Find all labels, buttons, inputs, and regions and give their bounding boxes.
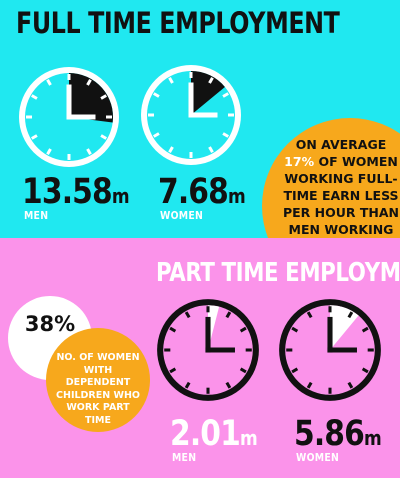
clock-tick	[184, 381, 191, 389]
women-full-time-clock-icon	[141, 65, 241, 165]
pay-gap-text-start: ON AVERAGE	[295, 137, 387, 152]
clock-tick	[361, 367, 369, 374]
clock-tick	[291, 367, 299, 374]
men-full-time-unit: m	[111, 184, 130, 208]
percent-callout-circle	[46, 328, 150, 432]
clock-tick	[169, 367, 177, 374]
clock-tick	[225, 311, 232, 319]
part-time-panel: PART TIME EMPLOYMENT 38% NO. OF WOMEN WI…	[0, 238, 400, 478]
clock-tick	[86, 148, 92, 155]
men-part-time-unit: m	[240, 426, 258, 450]
clock-tick	[361, 326, 369, 333]
clock-tick	[347, 311, 354, 319]
clock-wedge	[191, 71, 225, 115]
clock-tick	[153, 92, 160, 98]
clock-tick	[168, 77, 174, 84]
pay-gap-text-end: OF WOMEN WORKING FULL-TIME EARN LESS PER…	[282, 154, 399, 237]
women-part-time-stat: 5.86m WOMEN	[294, 414, 396, 464]
clock-tick	[100, 94, 107, 100]
men-part-time-stat: 2.01m MEN	[170, 414, 272, 464]
clock-tick	[31, 134, 38, 140]
women-part-time-unit: m	[364, 426, 382, 450]
men-part-time-clock-icon	[157, 299, 259, 401]
clock-tick	[225, 381, 232, 389]
clock-tick	[168, 146, 174, 153]
clock-wedge	[69, 73, 113, 123]
clock-tick	[239, 326, 247, 333]
clock-tick	[347, 381, 354, 389]
men-full-time-value: 13.58	[22, 172, 113, 212]
women-part-time-label: WOMEN	[296, 451, 340, 464]
clock-tick	[100, 134, 107, 140]
clock-tick	[169, 326, 177, 333]
clock-tick	[306, 381, 313, 389]
women-full-time-stat: 7.68m WOMEN	[158, 172, 260, 222]
men-full-time-stat: 13.58m MEN	[22, 172, 148, 222]
clock-tick	[46, 79, 52, 86]
clock-tick	[208, 146, 214, 153]
clock-wedge	[330, 305, 359, 350]
clock-tick	[86, 79, 92, 86]
clock-tick	[239, 367, 247, 374]
women-full-time-unit: m	[228, 184, 246, 208]
men-part-time-value: 2.01	[170, 414, 241, 454]
clock-tick	[184, 311, 191, 319]
clock-tick	[46, 148, 52, 155]
clock-wedge	[208, 305, 220, 350]
women-part-time-clock-icon	[279, 299, 381, 401]
clock-tick	[208, 77, 214, 84]
percent-value: 38%	[24, 312, 76, 336]
men-part-time-label: MEN	[172, 451, 197, 464]
men-full-time-clock-icon	[19, 67, 119, 167]
men-full-time-label: MEN	[24, 209, 49, 222]
clock-tick	[306, 311, 313, 319]
full-time-heading: FULL TIME EMPLOYMENT	[16, 6, 340, 40]
pay-gap-percent: 17%	[284, 154, 315, 169]
women-full-time-value: 7.68	[158, 172, 229, 212]
part-time-heading: PART TIME EMPLOYMENT	[156, 258, 400, 288]
pay-gap-callout-text: ON AVERAGE 17% OF WOMEN WORKING FULL-TIM…	[280, 136, 400, 238]
women-part-time-value: 5.86	[294, 414, 365, 454]
full-time-panel: FULL TIME EMPLOYMENT 13.58m MEN 7.68m WO…	[0, 0, 400, 238]
clock-tick	[222, 132, 229, 138]
women-full-time-label: WOMEN	[160, 209, 204, 222]
clock-tick	[222, 92, 229, 98]
clock-tick	[31, 94, 38, 100]
clock-tick	[291, 326, 299, 333]
clock-tick	[153, 132, 160, 138]
percent-callout-text: NO. OF WOMEN WITH DEPENDENT CHILDREN WHO…	[56, 352, 140, 426]
